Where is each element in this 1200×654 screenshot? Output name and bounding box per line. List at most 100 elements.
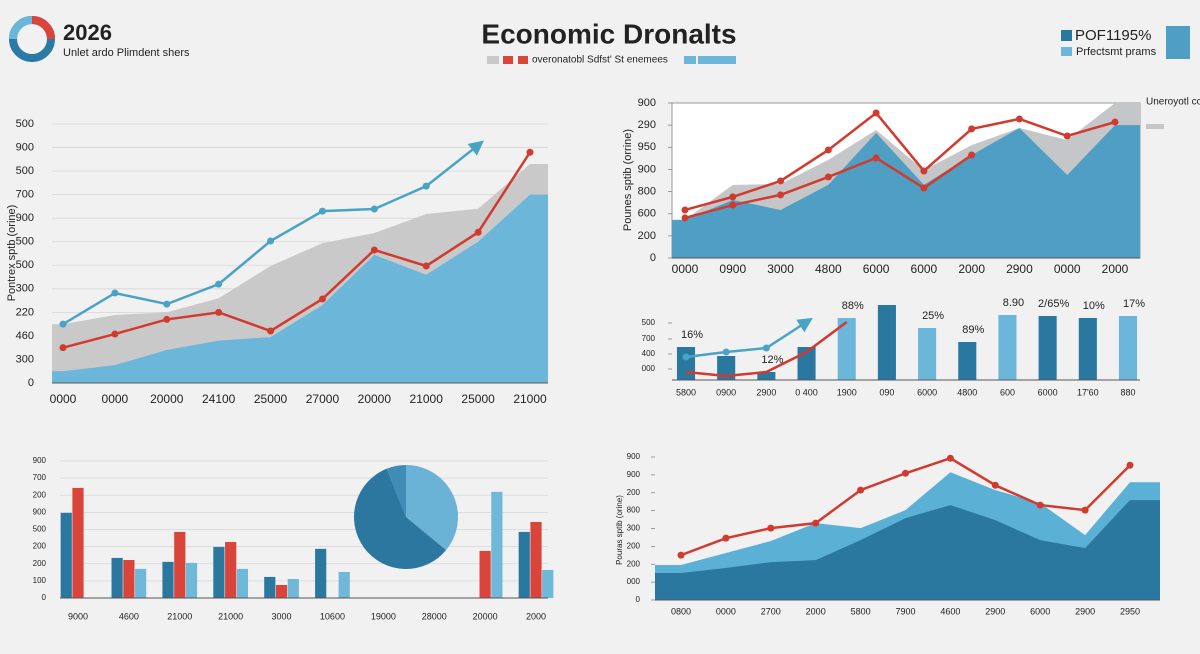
- point: [1063, 132, 1071, 140]
- x-tick-label: 5800: [676, 387, 696, 397]
- y-tick-label: 700: [33, 473, 47, 482]
- annotation: 89%: [962, 324, 984, 336]
- y-tick-label: 000: [627, 577, 641, 586]
- annotation: 16%: [681, 329, 703, 341]
- x-tick-label: 0900: [716, 387, 736, 397]
- x-tick-label: 1900: [837, 387, 857, 397]
- y-tick-label: 300: [627, 524, 641, 533]
- area: [52, 194, 548, 383]
- point: [824, 146, 832, 154]
- header-subtitle: Unlet ardo Plimdent shers: [63, 47, 190, 59]
- x-tick-label: 0 400: [795, 387, 818, 397]
- legend-swatch: [684, 56, 696, 64]
- bar: [315, 548, 327, 598]
- legend-swatch: [1061, 30, 1072, 41]
- x-tick-label: 28000: [422, 611, 447, 621]
- legend-block: [1166, 26, 1190, 59]
- x-tick-label: 880: [1120, 387, 1135, 397]
- logo-accent: [31, 16, 55, 40]
- point: [267, 327, 275, 335]
- x-tick-label: 090: [879, 387, 894, 397]
- x-tick-label: 25000: [254, 392, 288, 406]
- point: [474, 228, 482, 236]
- x-tick-label: 2000: [526, 611, 546, 621]
- point: [777, 191, 785, 199]
- point: [370, 246, 378, 254]
- bar: [287, 578, 299, 598]
- legend-label: POF1195%: [1075, 27, 1151, 44]
- x-tick-label: 20000: [358, 392, 392, 406]
- y-axis-label: Pouras sptib (orine): [615, 495, 624, 565]
- y-tick-label: 900: [33, 507, 47, 516]
- bar: [275, 584, 288, 598]
- point: [1015, 115, 1023, 123]
- x-tick-label: 2900: [1006, 262, 1033, 276]
- bar: [111, 557, 123, 598]
- point: [872, 109, 880, 117]
- y-tick-label: 700: [642, 334, 656, 343]
- point: [215, 308, 223, 316]
- y-tick-label: 500: [16, 118, 34, 130]
- bar: [1118, 316, 1138, 380]
- legend-label: Prfectsmt prams: [1076, 46, 1157, 58]
- pie-slice: [386, 465, 406, 517]
- y-tick-label: 500: [16, 165, 34, 177]
- bar: [837, 318, 856, 380]
- title: Economic Dronalts: [481, 18, 736, 49]
- x-tick-label: 4800: [815, 262, 842, 276]
- area: [655, 500, 1160, 600]
- point: [968, 125, 976, 133]
- bar: [530, 521, 542, 598]
- point: [1036, 501, 1044, 509]
- bar: [717, 356, 736, 380]
- bar: [1038, 316, 1057, 380]
- y-tick-label: 900: [16, 212, 34, 224]
- point: [946, 454, 954, 462]
- bar: [162, 561, 174, 598]
- point: [777, 177, 785, 185]
- logo-accent: [9, 16, 33, 40]
- legend-swatch: [518, 56, 528, 64]
- x-tick-label: 3000: [767, 262, 794, 276]
- x-tick-label: 4800: [957, 387, 977, 397]
- x-tick-label: 5800: [851, 606, 871, 616]
- point: [682, 353, 690, 361]
- bar: [1078, 318, 1097, 380]
- bar: [918, 328, 937, 380]
- point: [1126, 461, 1134, 469]
- x-tick-label: 21000: [167, 611, 192, 621]
- point: [111, 330, 119, 338]
- point: [163, 315, 171, 323]
- legend-label: Uneroyotl conpesss: [1146, 97, 1200, 108]
- point: [59, 344, 67, 352]
- pie-slice: [406, 465, 458, 551]
- y-tick-label: 800: [638, 185, 656, 197]
- line: [685, 320, 848, 378]
- x-tick-label: 4600: [940, 606, 960, 616]
- y-tick-label: 200: [33, 490, 47, 499]
- point: [59, 320, 67, 328]
- point: [920, 184, 928, 192]
- y-tick-label: 500: [16, 236, 34, 248]
- x-tick-label: 2000: [958, 262, 985, 276]
- x-tick-label: 17'60: [1077, 387, 1099, 397]
- point: [1081, 506, 1089, 514]
- x-tick-label: 20000: [150, 392, 184, 406]
- line: [62, 151, 532, 349]
- bar: [958, 342, 977, 380]
- area: [672, 125, 1140, 259]
- point: [318, 295, 326, 303]
- point: [681, 214, 689, 222]
- point: [318, 207, 326, 215]
- legend-swatch: [1061, 47, 1072, 56]
- y-tick-label: 500: [16, 259, 34, 271]
- x-tick-label: 2900: [1075, 606, 1095, 616]
- x-tick-label: 2700: [761, 606, 781, 616]
- y-tick-label: 900: [638, 97, 656, 109]
- y-tick-label: 900: [627, 452, 641, 461]
- bar: [174, 531, 186, 598]
- y-tick-label: 460: [16, 330, 34, 342]
- bar: [123, 559, 135, 598]
